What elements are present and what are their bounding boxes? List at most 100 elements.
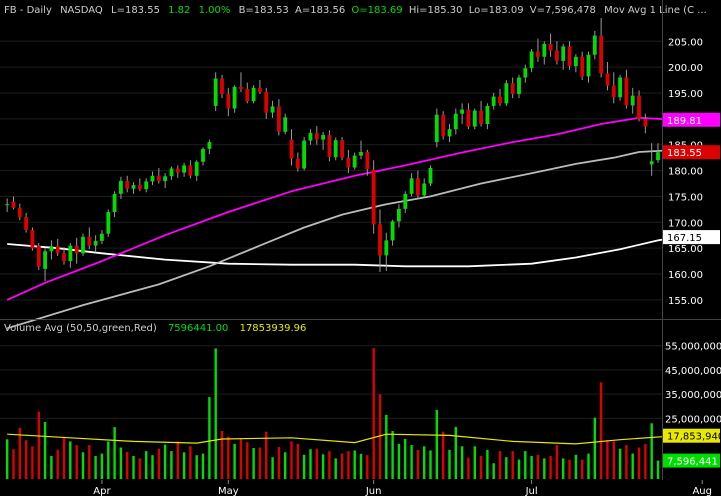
price-tick-label: 160.00 [668, 270, 703, 281]
volume-average [7, 433, 678, 445]
candle-body [656, 152, 660, 161]
candle [62, 247, 66, 265]
candle [119, 176, 123, 200]
candle-body [245, 88, 250, 102]
candle-body [333, 140, 338, 158]
candle-body [251, 87, 256, 102]
candle-body [599, 35, 603, 74]
volume-bar [334, 458, 337, 479]
volume-bar [543, 458, 546, 479]
candle [277, 99, 281, 136]
candle-body [567, 46, 572, 67]
ma50-line [6, 116, 678, 301]
candle-body [624, 77, 629, 106]
volume-avg-line [7, 433, 678, 445]
candle [422, 178, 427, 198]
candle [81, 233, 85, 256]
candle-body [138, 185, 142, 190]
volume-bar [69, 441, 72, 479]
candle-body [605, 73, 610, 86]
volume-bar [618, 448, 622, 479]
candle-body [327, 134, 332, 158]
candle [87, 227, 92, 250]
candle-body [352, 155, 357, 168]
candle-body [428, 168, 433, 184]
symbol-label: FB - Daily [4, 5, 52, 16]
candle-body [510, 83, 515, 95]
candle [517, 74, 521, 99]
candle [340, 136, 344, 161]
volume-bar [157, 448, 160, 479]
candle [542, 41, 547, 65]
volume-bar [353, 450, 356, 479]
candle-body [321, 134, 325, 140]
candle-body [74, 245, 79, 254]
volume-bar [214, 348, 217, 479]
candle-body [112, 193, 117, 212]
volume-bar [391, 431, 394, 479]
candle [637, 90, 641, 122]
candle [346, 149, 351, 174]
volume-bar [498, 451, 502, 479]
volume-bar [246, 442, 249, 479]
candle [441, 111, 446, 140]
candle [485, 103, 490, 130]
open-price: O=183.69 [351, 5, 402, 16]
volume-bar [656, 460, 660, 479]
candle-body [555, 50, 559, 61]
candle-body [55, 246, 60, 254]
volume-bar [145, 451, 148, 479]
month-label: Jul [525, 486, 538, 496]
volume-bar [113, 427, 116, 479]
volume-bar [416, 449, 420, 479]
price-tick-label: 170.00 [668, 218, 703, 229]
volume-bar [94, 456, 97, 479]
volume-bar [385, 414, 388, 479]
candle [333, 137, 338, 161]
volume-bar [524, 451, 527, 479]
candle [226, 87, 231, 117]
price-tick-label: 180.00 [668, 167, 703, 178]
candle-body [100, 233, 104, 241]
candle-body [119, 180, 123, 194]
candle-body [453, 113, 458, 130]
candle [643, 113, 648, 134]
candle-body [340, 140, 344, 158]
volume-bar [239, 439, 243, 479]
candle [17, 203, 22, 221]
volume-bar [12, 449, 15, 479]
volume-bar [37, 411, 40, 479]
volume-bar [24, 440, 28, 479]
candle [649, 143, 654, 176]
month-label: May [218, 486, 239, 496]
candle-body [611, 85, 616, 98]
volume-bar [631, 453, 634, 479]
candle-body [106, 212, 111, 234]
candle-body [397, 208, 401, 222]
candle-body [529, 51, 534, 69]
candle-body [264, 92, 269, 113]
volume-tick-label: 25,000,000 [665, 414, 721, 425]
candle-body [258, 87, 262, 92]
volume-bar [31, 446, 34, 479]
price-tick-label: 195.00 [668, 89, 703, 100]
candle-body [283, 117, 288, 132]
volume-bar [50, 456, 53, 479]
candle [207, 139, 212, 155]
volume-stat: V=7,596,478 [530, 5, 596, 16]
volume-bar [119, 447, 123, 479]
candle-body [81, 236, 85, 254]
price-value-tag-bg [663, 112, 720, 127]
candle-body [403, 193, 408, 209]
candle [504, 80, 509, 106]
volume-value-tag-bg [663, 428, 720, 443]
candle [365, 149, 370, 176]
candle [188, 160, 193, 179]
candle-body [390, 221, 395, 241]
month-label: Aug [692, 486, 712, 496]
volume-bar [479, 456, 483, 479]
volume-bar [517, 459, 521, 479]
candle-body [649, 161, 654, 165]
volume-bar [410, 445, 413, 479]
volume-bar [258, 447, 262, 479]
